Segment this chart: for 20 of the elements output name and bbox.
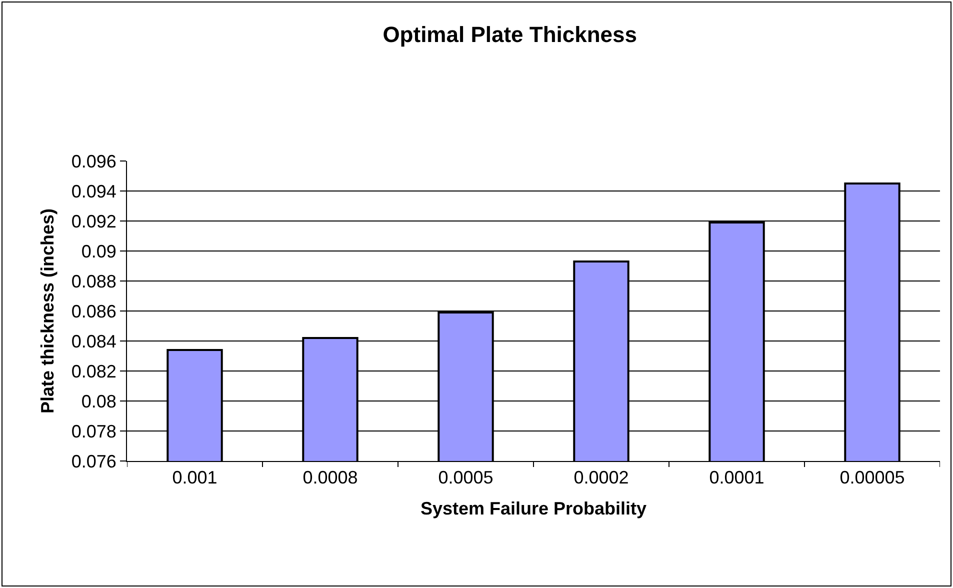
y-tick-label: 0.078	[71, 421, 116, 442]
x-tick-label: 0.001	[172, 468, 218, 488]
y-tick-label: 0.08	[81, 391, 116, 412]
x-tick-label: 0.0008	[302, 468, 358, 488]
y-tick-label: 0.096	[71, 151, 116, 172]
x-tick-label: 0.0001	[709, 468, 764, 488]
x-tick-label: 0.00005	[840, 468, 905, 488]
y-tick-label: 0.094	[71, 181, 116, 202]
y-tick-label: 0.086	[71, 301, 116, 322]
y-tick-label: 0.092	[71, 211, 116, 232]
y-tick-label: 0.084	[71, 331, 116, 352]
y-tick-label: 0.076	[71, 451, 116, 472]
y-axis-title: Plate thickness (inches)	[38, 208, 58, 414]
y-tick-label: 0.09	[81, 241, 116, 262]
x-axis-title: System Failure Probability	[420, 498, 647, 519]
x-tick-label: 0.0005	[438, 468, 494, 488]
y-tick-label: 0.082	[71, 361, 116, 382]
chart-title: Optimal Plate Thickness	[382, 22, 638, 47]
x-tick-label: 0.0002	[574, 468, 629, 488]
y-tick-label: 0.088	[71, 271, 116, 292]
